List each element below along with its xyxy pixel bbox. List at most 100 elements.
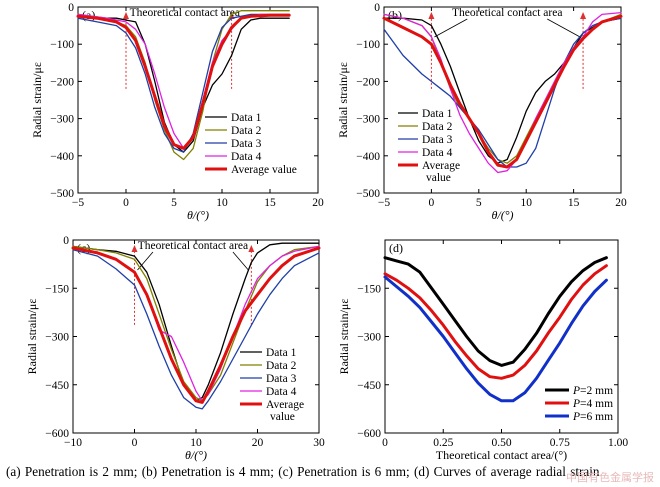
chart-panel-b: −5 0 5 10 15 20 0 −100 −200 −300 −400 −500 θ/(°) Radi… xyxy=(336,2,627,222)
series-line-1 xyxy=(383,17,622,164)
y-tick-label: −300 xyxy=(50,114,74,126)
x-tick-label: 0.75 xyxy=(550,437,570,449)
legend-label: Data 1 xyxy=(266,347,297,359)
series-line-3 xyxy=(77,13,290,153)
x-tick-label: 1.00 xyxy=(608,437,628,449)
annotation-leader xyxy=(434,18,468,38)
legend-label: Data 4 xyxy=(266,386,297,398)
x-axis-label: θ/(°) xyxy=(185,448,207,462)
legend-label: Average value xyxy=(231,164,297,176)
y-tick-label: −450 xyxy=(357,380,381,392)
annotation-leader xyxy=(232,251,249,271)
y-axis-label: Radial strain/με xyxy=(336,62,350,138)
contact-arrow-head xyxy=(428,12,435,19)
series-line-5 xyxy=(71,246,321,404)
legend-label: Data 4 xyxy=(231,151,262,163)
y-tick-label: −600 xyxy=(357,428,381,440)
series-line-5 xyxy=(382,14,623,169)
legend-label: Data 3 xyxy=(266,373,297,385)
x-tick-label: 20 xyxy=(615,197,627,209)
x-tick-label: 5 xyxy=(476,197,482,209)
y-tick-label: −150 xyxy=(45,283,69,295)
annotation-leader xyxy=(547,18,581,38)
x-tick-label: 10 xyxy=(216,197,228,209)
x-tick-label: 0.25 xyxy=(433,437,453,449)
y-tick-label: 0 xyxy=(68,2,74,14)
x-tick-label: 0 xyxy=(123,197,129,209)
x-axis-label: θ/(°) xyxy=(491,208,513,222)
x-tick-label: −10 xyxy=(64,437,82,449)
plot-frame xyxy=(383,6,622,194)
legend-label: Data 4 xyxy=(422,147,453,159)
legend-label: Data 3 xyxy=(422,134,453,146)
x-tick-label: 15 xyxy=(568,197,580,209)
series-line-5 xyxy=(76,13,291,150)
y-tick-label: 0 xyxy=(374,2,380,14)
contact-area-annotation: Theoretical contact area xyxy=(130,7,240,19)
chart-panel-c: −10 0 10 20 30 0 −150 −300 −450 −600 θ/(°) Radial s… xyxy=(25,235,325,462)
y-axis-label: Radial strain/με xyxy=(25,299,39,375)
x-tick-label: 10 xyxy=(520,197,532,209)
contact-area-annotation: Theoretical contact area xyxy=(452,7,562,19)
y-tick-label: −100 xyxy=(356,39,380,51)
y-tick-label: −300 xyxy=(45,332,69,344)
legend-label: Data 1 xyxy=(231,112,262,124)
x-tick-label: 30 xyxy=(313,437,325,449)
x-tick-label: −5 xyxy=(72,197,84,209)
y-tick-label: 0 xyxy=(63,235,69,247)
y-tick-label: −300 xyxy=(356,114,380,126)
series-line-1 xyxy=(383,256,608,367)
legend-label: Average xyxy=(422,160,460,172)
y-tick-label: −400 xyxy=(356,151,380,163)
legend-label: Data 2 xyxy=(231,125,262,137)
y-tick-label: −500 xyxy=(356,188,380,200)
contact-arrow-head xyxy=(248,245,255,252)
series-line-1 xyxy=(77,13,290,153)
legend-label: P=2 mm xyxy=(572,385,613,397)
y-tick-label: −450 xyxy=(45,380,69,392)
series-line-1 xyxy=(72,242,320,402)
y-tick-label: −200 xyxy=(50,76,74,88)
legend-label: Data 2 xyxy=(422,121,453,133)
y-axis-label: Radial strain/με xyxy=(30,62,44,138)
legend-label: Data 2 xyxy=(266,360,297,372)
series-line-2 xyxy=(383,264,608,380)
x-tick-label: 0 xyxy=(429,197,435,209)
legend-label: P=4 mm xyxy=(572,398,613,410)
series-line-3 xyxy=(72,249,320,410)
contact-arrow-head xyxy=(131,245,138,252)
plot-frame xyxy=(77,6,319,194)
x-tick-label: 20 xyxy=(312,197,324,209)
x-axis-label: Theoretical contact area/(°) xyxy=(436,448,567,462)
contact-area-annotation: Theoretical contact area xyxy=(138,240,248,252)
series-line-3 xyxy=(383,17,622,168)
x-tick-label: 0 xyxy=(132,437,138,449)
x-tick-label: 20 xyxy=(252,437,264,449)
figure-caption: (a) Penetration is 2 mm; (b) Penetration… xyxy=(6,464,600,479)
y-tick-label: −300 xyxy=(357,332,381,344)
watermark: 中国有色金属学报 xyxy=(566,471,654,484)
y-tick-label: −600 xyxy=(45,428,69,440)
x-tick-label: 15 xyxy=(264,197,276,209)
series-line-3 xyxy=(383,275,608,403)
x-tick-label: 10 xyxy=(190,437,202,449)
y-tick-label: −200 xyxy=(356,76,380,88)
chart-panel-a: −5 0 5 10 15 20 0 −100 −200 −300 −400 −500 θ/(°) Radi… xyxy=(30,2,324,222)
legend-label: Data 1 xyxy=(422,108,453,120)
y-tick-label: −150 xyxy=(357,283,381,295)
y-tick-label: −400 xyxy=(50,151,74,163)
chart-panel-d: 0 0.25 0.50 0.75 1.00 −150 −300 −450 −600 Theoret… xyxy=(337,239,628,462)
x-tick-label: 0 xyxy=(382,437,388,449)
legend-label: Data 3 xyxy=(231,138,262,150)
y-tick-label: −100 xyxy=(50,39,74,51)
panel-label: (d) xyxy=(389,241,403,255)
series-line-2 xyxy=(77,10,290,161)
legend-label: value xyxy=(426,172,451,184)
contact-arrow-head xyxy=(123,12,129,19)
legend-label: P=6 mm xyxy=(572,411,613,423)
y-axis-label: Radial strain/με xyxy=(337,299,351,375)
